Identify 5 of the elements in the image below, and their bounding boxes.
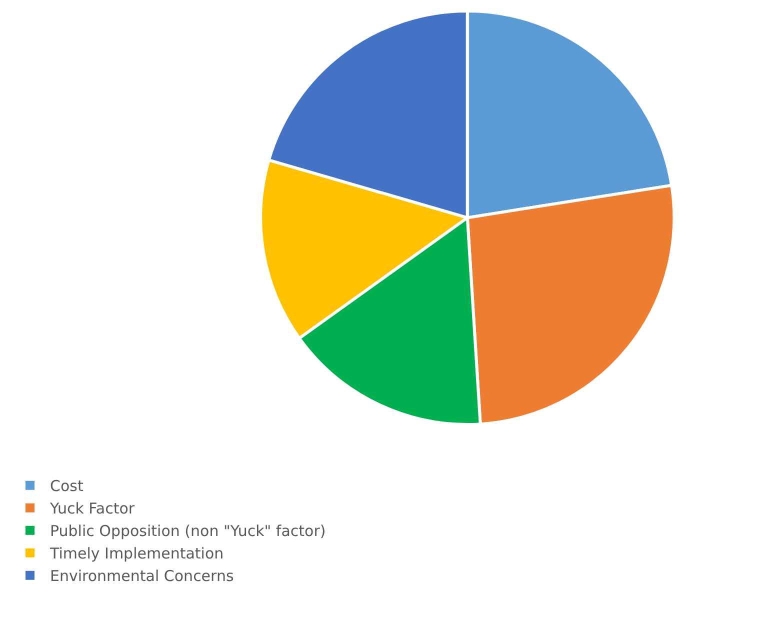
legend-label: Environmental Concerns [50, 567, 234, 586]
legend-label: Yuck Factor [49, 500, 136, 518]
legend-label: Public Opposition (non "Yuck" factor) [50, 522, 326, 540]
legend-label: Timely Implementation [49, 544, 224, 563]
legend-label: Cost [50, 477, 84, 496]
